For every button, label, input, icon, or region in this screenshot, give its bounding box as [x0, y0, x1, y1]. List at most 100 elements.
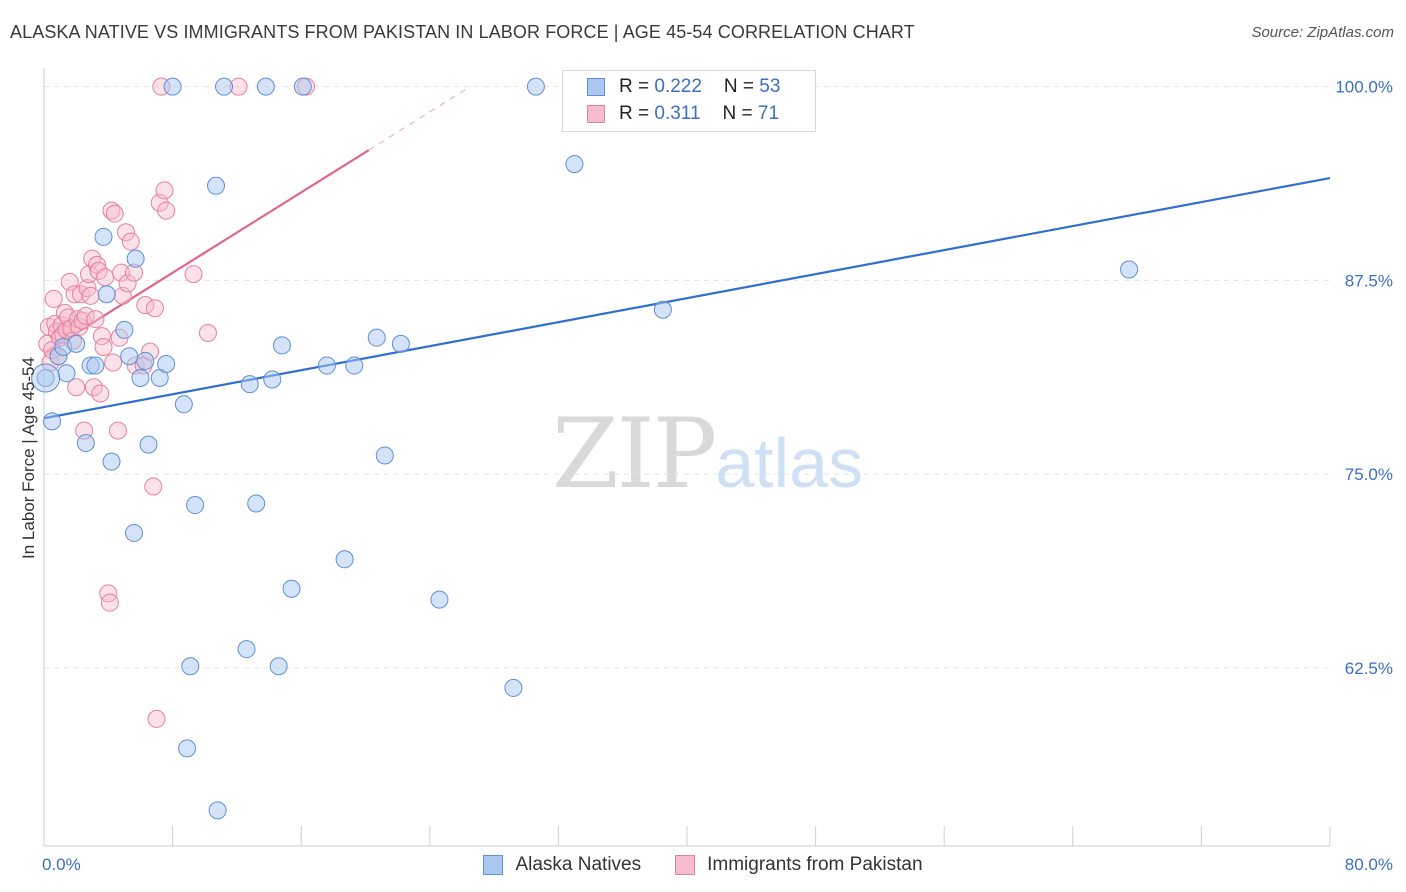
- legend-label-immigrants-pakistan: Immigrants from Pakistan: [707, 854, 923, 875]
- legend-swatch-alaska: [587, 78, 605, 96]
- watermark-atlas: atlas: [715, 424, 864, 502]
- point-alaska-natives-cluster: [31, 363, 61, 393]
- legend-n-label: N =: [723, 76, 760, 97]
- point-alaska-natives: [157, 355, 176, 374]
- legend-row-alaska: R = 0.222 N = 53: [587, 75, 780, 99]
- legend-n-value: 71: [757, 103, 780, 124]
- y-tick-label: 100.0%: [1335, 78, 1393, 97]
- point-immigrants-pakistan: [108, 421, 127, 440]
- point-alaska-natives: [136, 351, 155, 370]
- x-tick-label: 80.0%: [1345, 855, 1393, 874]
- trend-line-extension-pakistan: [368, 86, 471, 151]
- point-alaska-natives: [565, 155, 584, 174]
- point-alaska-natives: [120, 347, 139, 366]
- point-immigrants-pakistan: [112, 263, 131, 282]
- point-alaska-natives: [272, 336, 291, 355]
- legend-swatch-pakistan: [587, 105, 605, 123]
- point-alaska-natives: [186, 496, 205, 515]
- point-alaska-natives: [317, 356, 336, 375]
- point-alaska-natives: [97, 285, 116, 304]
- point-immigrants-pakistan: [121, 232, 140, 251]
- point-immigrants-pakistan: [81, 286, 100, 305]
- legend-n-value: 53: [759, 76, 781, 97]
- point-immigrants-pakistan: [116, 223, 135, 242]
- point-alaska-natives: [240, 375, 259, 394]
- point-alaska-natives: [208, 801, 227, 820]
- point-alaska-natives: [430, 590, 449, 609]
- point-immigrants-pakistan: [155, 181, 174, 200]
- series-legend: Alaska Natives Immigrants from Pakistan: [0, 852, 1406, 878]
- point-alaska-natives: [215, 77, 234, 96]
- point-alaska-natives: [94, 227, 113, 246]
- point-alaska-natives: [345, 356, 364, 375]
- point-alaska-natives: [247, 494, 266, 513]
- point-immigrants-pakistan: [144, 477, 163, 496]
- trend-line-alaska-natives: [43, 176, 1331, 420]
- source-label: Source: ZipAtlas.com: [1251, 24, 1394, 41]
- point-alaska-natives: [131, 368, 150, 387]
- point-alaska-natives: [375, 446, 394, 465]
- point-alaska-natives: [335, 550, 354, 569]
- point-alaska-natives: [115, 320, 134, 339]
- point-alaska-natives: [178, 739, 197, 758]
- legend-item-alaska-natives[interactable]: Alaska Natives: [483, 852, 641, 878]
- legend-r-label: R =: [619, 76, 655, 97]
- watermark-zip: ZIP: [552, 398, 717, 510]
- y-tick-label: 75.0%: [1345, 465, 1393, 484]
- point-alaska-natives: [76, 434, 95, 453]
- point-alaska-natives: [67, 334, 86, 353]
- point-alaska-natives: [391, 334, 410, 353]
- point-alaska-natives: [163, 77, 182, 96]
- point-alaska-natives: [139, 435, 158, 454]
- point-alaska-natives: [256, 77, 275, 96]
- point-immigrants-pakistan: [105, 204, 124, 223]
- stats-legend: R = 0.222 N = 53 R = 0.311 N = 71: [562, 70, 816, 132]
- point-alaska-natives: [181, 657, 200, 676]
- point-alaska-natives: [57, 364, 76, 383]
- y-tick-label: 62.5%: [1345, 659, 1393, 678]
- point-immigrants-pakistan: [96, 268, 115, 287]
- legend-label-alaska-natives: Alaska Natives: [515, 854, 642, 875]
- point-alaska-natives: [36, 368, 55, 387]
- x-tick-label: 0.0%: [42, 855, 81, 874]
- grid-lines: [44, 86, 1330, 669]
- watermark: ZIPatlas: [552, 398, 863, 510]
- axes: [43, 68, 1331, 847]
- point-immigrants-pakistan: [184, 265, 203, 284]
- point-alaska-natives: [653, 300, 672, 319]
- point-immigrants-pakistan: [91, 384, 110, 403]
- point-immigrants-pakistan: [44, 289, 63, 308]
- point-alaska-natives: [526, 77, 545, 96]
- trend-line-immigrants-pakistan: [43, 149, 370, 355]
- legend-swatch-immigrants-pakistan: [675, 855, 696, 875]
- point-alaska-natives: [504, 678, 523, 697]
- point-alaska-natives: [367, 328, 386, 347]
- point-immigrants-pakistan: [198, 324, 217, 343]
- point-alaska-natives: [174, 395, 193, 414]
- legend-r-value: 0.311: [654, 103, 701, 124]
- chart-title: ALASKA NATIVE VS IMMIGRANTS FROM PAKISTA…: [10, 22, 915, 42]
- point-immigrants-pakistan: [76, 306, 95, 325]
- legend-item-immigrants-pakistan[interactable]: Immigrants from Pakistan: [675, 852, 923, 878]
- legend-n-label: N =: [722, 103, 758, 124]
- point-immigrants-pakistan: [100, 593, 119, 612]
- point-immigrants-pakistan: [67, 378, 86, 397]
- point-immigrants-pakistan: [157, 201, 176, 220]
- point-immigrants-pakistan: [147, 709, 166, 728]
- tick-labels: 100.0% 87.5% 75.0% 62.5% 0.0% 80.0%: [42, 78, 1393, 874]
- point-alaska-natives: [293, 77, 312, 96]
- point-immigrants-pakistan: [145, 299, 164, 318]
- point-alaska-natives: [125, 523, 144, 542]
- point-immigrants-pakistan: [94, 337, 113, 356]
- point-alaska-natives: [1120, 260, 1139, 279]
- point-alaska-natives: [282, 579, 301, 598]
- point-alaska-natives: [126, 249, 145, 268]
- y-tick-label: 87.5%: [1345, 271, 1393, 290]
- point-immigrants-pakistan: [104, 353, 123, 372]
- point-alaska-natives: [263, 370, 282, 389]
- point-alaska-natives: [237, 640, 256, 659]
- point-alaska-natives: [86, 356, 105, 375]
- point-immigrants-pakistan: [102, 201, 121, 220]
- legend-row-pakistan: R = 0.311 N = 71: [587, 102, 779, 126]
